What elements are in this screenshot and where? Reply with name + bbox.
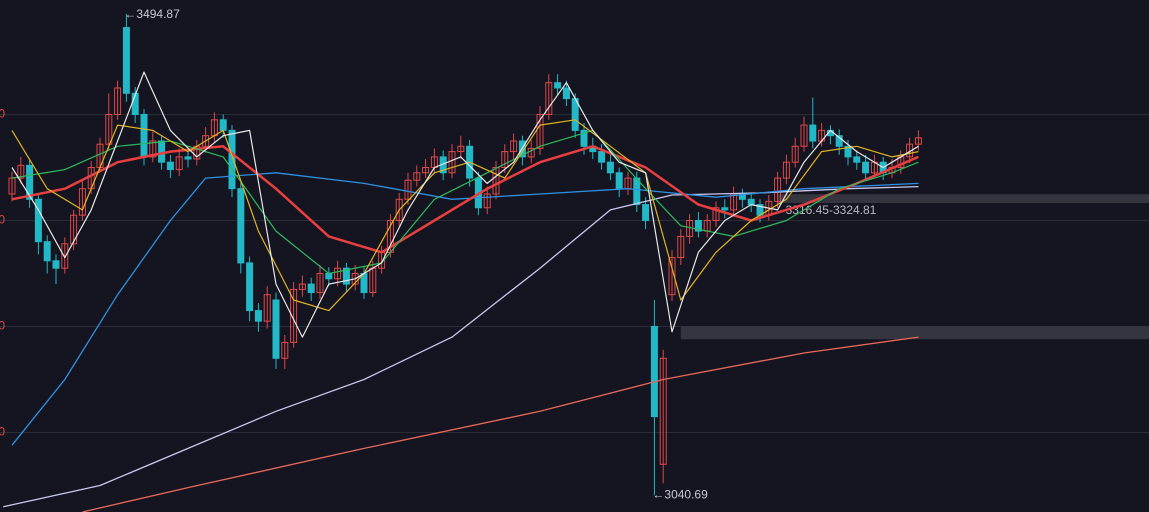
- candle-body: [545, 82, 553, 115]
- candle-body: [263, 294, 271, 322]
- candle-body: [800, 124, 808, 147]
- moving-average: [3, 185, 919, 508]
- candle-body: [272, 299, 280, 359]
- candle-body: [853, 156, 861, 163]
- candle-body: [70, 214, 78, 245]
- price-annotation: ←3494.87: [124, 7, 180, 21]
- moving-average: [11, 172, 919, 446]
- candle-body: [219, 119, 227, 131]
- candle-body: [835, 135, 843, 147]
- candle-body: [17, 164, 25, 179]
- candle-body: [510, 140, 518, 153]
- candle-body: [325, 272, 333, 280]
- candle-body: [26, 164, 34, 200]
- candle-body: [862, 161, 870, 174]
- candle-body: [237, 188, 245, 264]
- candle-body: [140, 113, 148, 158]
- candle-body: [43, 241, 51, 262]
- candle-body: [413, 172, 421, 181]
- candle-body: [114, 87, 122, 115]
- candle-body: [254, 310, 262, 322]
- candle-body: [782, 161, 790, 179]
- candle-body: [342, 267, 350, 285]
- candle-body: [906, 143, 914, 158]
- candle-body: [404, 179, 412, 200]
- candle-body: [228, 129, 236, 190]
- moving-average: [11, 119, 919, 312]
- candle-body: [615, 172, 623, 190]
- candle-body: [580, 129, 588, 147]
- candle-body: [642, 204, 650, 221]
- candle-body: [122, 27, 130, 94]
- y-tick-label: 3200: [0, 319, 5, 333]
- candle-body: [316, 272, 324, 294]
- candle-body: [774, 177, 782, 202]
- y-tick-label: 3400: [0, 107, 5, 121]
- candle-body: [633, 177, 641, 206]
- candle-body: [659, 357, 667, 465]
- candle-body: [149, 140, 157, 158]
- candle-body: [246, 262, 254, 312]
- candle-body: [809, 124, 817, 142]
- moving-average: [11, 71, 919, 338]
- candle-body: [606, 161, 614, 174]
- candle-body: [184, 156, 192, 160]
- candle-body: [914, 137, 922, 145]
- candle-body: [694, 219, 702, 232]
- candle-body: [281, 341, 289, 359]
- moving-average: [11, 145, 919, 254]
- candle-body: [554, 82, 562, 89]
- candle-body: [202, 135, 210, 147]
- candle-body: [562, 87, 570, 100]
- candle-body: [738, 193, 746, 200]
- price-annotation: ←3040.69: [652, 488, 708, 502]
- candle-body: [483, 193, 491, 209]
- candle-body: [791, 145, 799, 163]
- candle-body: [395, 198, 403, 221]
- price-zone: [680, 326, 1149, 340]
- moving-average: [82, 336, 919, 512]
- candle-body: [166, 161, 174, 171]
- candle-body: [298, 283, 306, 290]
- price-zone: [777, 194, 1149, 204]
- candle-body: [290, 288, 298, 343]
- candle-body: [457, 145, 465, 153]
- candle-body: [492, 166, 500, 195]
- candle-body: [536, 113, 544, 149]
- candle-body: [721, 207, 729, 211]
- candle-body: [422, 166, 430, 174]
- candle-body: [158, 140, 166, 163]
- candle-body: [307, 283, 315, 294]
- candle-body: [712, 207, 720, 221]
- candle-body: [677, 235, 685, 259]
- candle-body: [105, 113, 113, 145]
- y-tick-label: 3300: [0, 213, 5, 227]
- y-tick-label: 3100: [0, 425, 5, 439]
- candle-body: [334, 267, 342, 280]
- candle-body: [747, 198, 755, 206]
- candle-body: [61, 243, 69, 269]
- candle-body: [844, 145, 852, 158]
- candle-body: [52, 260, 60, 269]
- candle-body: [650, 325, 658, 418]
- candle-body: [598, 151, 606, 163]
- candle-body: [34, 198, 42, 243]
- candle-body: [501, 151, 509, 168]
- candle-body: [668, 257, 676, 296]
- candle-body: [175, 156, 183, 171]
